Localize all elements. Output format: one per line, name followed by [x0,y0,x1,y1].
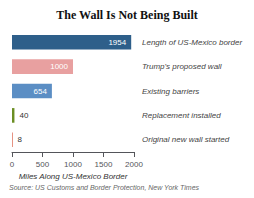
svg-text:0: 0 [10,160,15,169]
svg-text:Replacement installed: Replacement installed [142,111,221,120]
svg-text:Source: US Customs and Border: Source: US Customs and Border Protection… [9,184,200,191]
svg-text:Trump's proposed wall: Trump's proposed wall [142,62,222,71]
svg-text:Miles Along US-Mexico Border: Miles Along US-Mexico Border [19,172,128,181]
svg-text:2000: 2000 [125,160,143,169]
svg-text:Existing barriers: Existing barriers [142,87,199,96]
svg-text:8: 8 [17,135,22,144]
svg-text:40: 40 [19,111,28,120]
svg-text:The Wall Is Not Being Built: The Wall Is Not Being Built [56,8,197,22]
svg-text:1000: 1000 [64,160,82,169]
svg-text:Original new wall started: Original new wall started [142,135,230,144]
svg-text:654: 654 [34,87,48,96]
svg-text:1500: 1500 [95,160,113,169]
svg-text:500: 500 [36,160,50,169]
svg-text:Length of US-Mexico border: Length of US-Mexico border [142,38,242,47]
svg-text:1000: 1000 [50,62,68,71]
svg-text:1954: 1954 [108,38,126,47]
